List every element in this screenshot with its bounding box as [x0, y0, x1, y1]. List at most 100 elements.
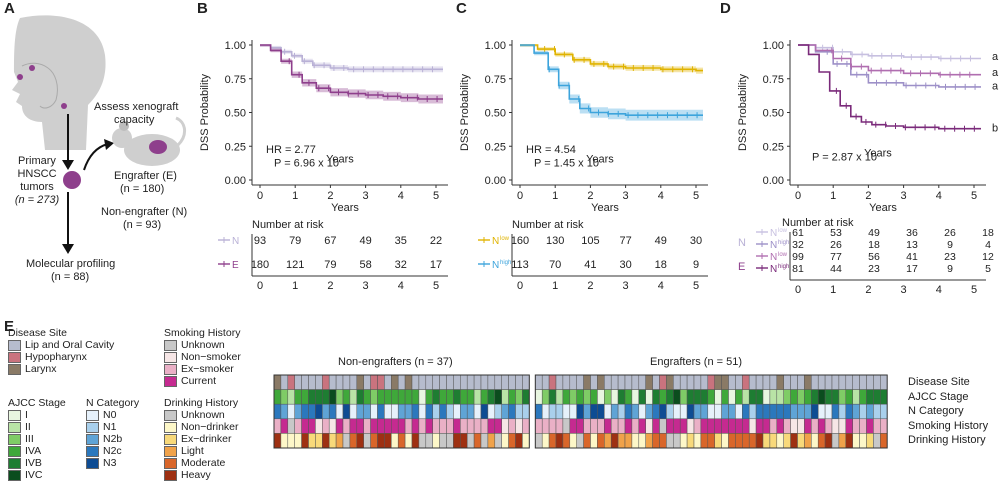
heatmap-cell: [645, 389, 653, 405]
heatmap-row-label: Drinking History: [908, 434, 986, 447]
risk-value: 121: [286, 259, 304, 271]
heatmap-cell: [838, 389, 847, 405]
heatmap-cell: [460, 433, 468, 449]
heatmap-cell: [280, 389, 289, 405]
heatmap-cell: [700, 403, 709, 420]
heatmap-cell: [356, 418, 364, 434]
heatmap-cell: [535, 403, 543, 420]
heatmap-cell: [659, 374, 667, 390]
legend-item: N2b: [86, 433, 139, 445]
heatmap-cell: [679, 374, 688, 390]
heatmap-cell: [569, 374, 577, 390]
risk-value: 61: [792, 227, 804, 239]
heatmap-cell: [308, 403, 316, 420]
heatmap-cell: [515, 403, 523, 420]
primary-text-3: tumors: [20, 181, 54, 193]
heatmap-cell: [604, 374, 612, 390]
risk-value: 49: [868, 227, 880, 239]
heatmap-cell: [880, 433, 888, 449]
heatmap-title-eng: Engrafters (n = 51): [650, 356, 743, 368]
heatmap-cell: [397, 403, 406, 420]
risk-value: 49: [655, 235, 667, 247]
heatmap-cell: [425, 433, 433, 449]
heatmap-cell: [610, 403, 619, 420]
heatmap-cell: [783, 433, 791, 449]
legend-item: Current: [164, 375, 241, 387]
heatmap-cell: [783, 403, 791, 420]
heatmap-cell: [652, 418, 660, 434]
heatmap-cell: [686, 403, 695, 420]
legend-swatch: [8, 363, 21, 375]
heatmap-cell: [721, 389, 729, 405]
heatmap-cell: [466, 389, 475, 405]
heatmap-cell: [866, 433, 874, 449]
risk-value: 56: [868, 251, 880, 263]
legend-swatch: [8, 433, 21, 445]
heatmap-cell: [273, 403, 282, 420]
heatmap-cell: [363, 418, 371, 434]
heatmap-cell: [824, 403, 833, 420]
heatmap-cell: [342, 433, 351, 449]
x-tick-label: 3: [623, 190, 629, 202]
heatmap-cell: [315, 389, 323, 405]
risk-value: 81: [792, 263, 804, 275]
risk-value: 49: [359, 235, 371, 247]
heatmap-cell: [735, 418, 743, 434]
heatmap-cell: [631, 403, 640, 420]
risk-x-tick-label: 0: [517, 280, 523, 292]
legend-disease-site-title: Disease Site: [8, 327, 67, 339]
heatmap-cell: [384, 418, 392, 434]
heatmap-cell: [811, 374, 819, 390]
risk-value: 41: [584, 259, 596, 271]
heatmap-cell: [742, 418, 750, 434]
heatmap-cell: [287, 403, 295, 420]
legend-label: Hypopharynx: [25, 351, 87, 363]
heatmap-row-label: N Category: [908, 405, 964, 418]
legend-label: Ex−drinker: [181, 433, 232, 445]
heatmap-cell: [515, 374, 523, 390]
heatmap-cell: [666, 389, 674, 405]
heatmap-cell: [742, 433, 750, 449]
heatmap-cell: [562, 418, 571, 434]
heatmap-cell: [804, 418, 812, 434]
risk-value: 180: [251, 259, 269, 271]
legend-swatch: [8, 421, 21, 433]
legend-label: Non−drinker: [181, 421, 239, 433]
heatmap-cell: [610, 389, 619, 405]
heatmap-cell: [397, 433, 406, 449]
heatmap-cell: [728, 389, 736, 405]
y-tick-label: 0.50: [485, 108, 506, 120]
heatmap-cell: [797, 374, 805, 390]
heatmap-cell: [638, 403, 646, 420]
heatmap-cell: [391, 403, 399, 420]
heatmap-cell: [322, 389, 330, 405]
capacity-text: capacity: [114, 114, 155, 126]
heatmap-cell: [494, 418, 502, 434]
risk-row-label-sup: low: [778, 252, 788, 258]
heatmap-cell: [693, 433, 702, 449]
heatmap-cell: [714, 403, 722, 420]
legend-item: Ex−drinker: [164, 433, 239, 445]
heatmap-cell: [466, 433, 475, 449]
heatmap-cell: [845, 374, 853, 390]
heatmap-cell: [508, 433, 516, 449]
legend-n-category-title: N Category: [86, 397, 140, 409]
heatmap-cell: [460, 403, 468, 420]
heatmap-cell: [349, 403, 358, 420]
risk-value: 4: [985, 239, 991, 251]
heatmap-cell: [363, 433, 371, 449]
heatmap-cell: [735, 403, 743, 420]
heatmap-cell: [838, 418, 847, 434]
risk-x-tick-label: 5: [693, 280, 699, 292]
legend-label: Larynx: [25, 363, 57, 375]
heatmap-cell: [804, 389, 812, 405]
heatmap-cell: [432, 403, 440, 420]
heatmap-cell: [480, 389, 489, 405]
heatmap-cell: [769, 418, 778, 434]
heatmap-cell: [335, 403, 344, 420]
heatmap-cell: [356, 403, 364, 420]
legend-item: Ex−smoker: [164, 363, 241, 375]
heatmap-cell: [604, 389, 612, 405]
heatmap-cell: [494, 433, 502, 449]
heatmap-cell: [755, 374, 764, 390]
